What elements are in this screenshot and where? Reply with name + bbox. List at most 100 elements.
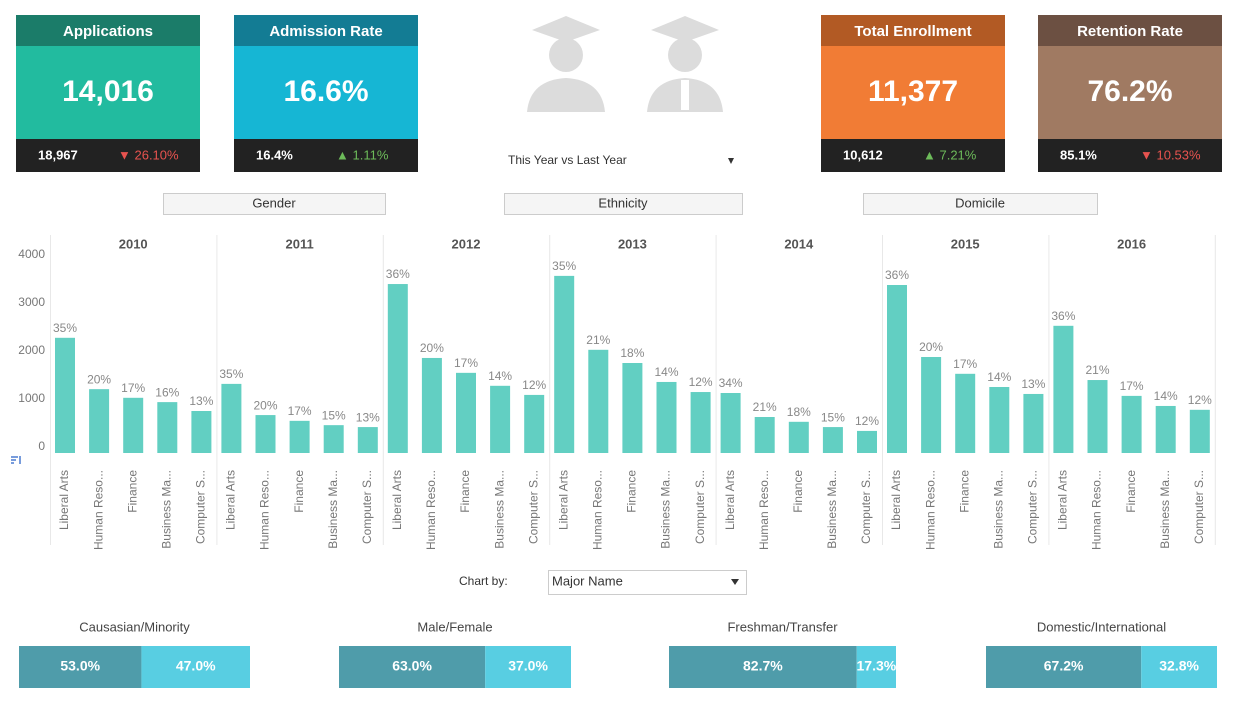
panel-title: 2012 [452,236,481,251]
split-title: Male/Female [417,619,492,634]
bar [1053,325,1074,453]
data-label: 34% [719,376,743,390]
panel-title: 2015 [951,236,980,251]
tab-label[interactable]: Ethnicity [598,195,648,210]
period-select[interactable]: This Year vs Last Year [508,153,627,167]
kpi-footer [234,139,418,172]
data-label: 20% [87,372,111,386]
tab-label[interactable]: Gender [252,195,296,210]
bar [157,402,178,453]
bar [554,275,575,453]
bar [656,381,677,453]
kpi-title: Applications [63,23,153,40]
split-label: 37.0% [508,658,548,674]
bar [221,383,242,453]
x-tick-label: Business Ma... [659,470,673,549]
data-label: 20% [253,398,277,412]
split-label: 47.0% [176,658,216,674]
bar [421,357,442,453]
tab[interactable] [863,193,1098,215]
data-label: 21% [1085,363,1109,377]
x-tick-label: Business Ma... [1158,470,1172,549]
tab-label[interactable]: Domicile [955,195,1005,210]
bar [989,387,1010,453]
bar [921,357,942,453]
x-tick-label: Computer S... [1026,470,1040,544]
x-tick-label: Business Ma... [492,470,506,549]
tab[interactable] [504,193,743,215]
split-segment [141,646,250,688]
kpi-previous: 85.1% [1060,147,1097,162]
data-label: 36% [885,268,909,282]
icon [527,78,605,112]
y-tick-label: 3000 [18,295,45,309]
data-label: 17% [953,357,977,371]
x-tick-label: Liberal Arts [1056,470,1070,530]
kpi-value: 16.6% [283,75,368,108]
data-label: 17% [454,356,478,370]
bar [622,363,643,453]
kpi-change: ▼ 26.10% [118,147,179,162]
x-tick-label: Finance [458,470,472,513]
bar [289,420,310,453]
data-label: 12% [855,414,879,428]
data-label: 15% [821,410,845,424]
data-label: 20% [919,340,943,354]
bar [588,349,609,453]
data-label: 35% [552,259,576,273]
x-tick-label: Computer S... [693,470,707,544]
x-tick-label: Liberal Arts [390,470,404,530]
icon [668,38,702,72]
kpi-previous: 10,612 [843,147,883,162]
split-title: Freshman/Transfer [727,619,838,634]
data-label: 12% [689,375,713,389]
data-label: 36% [1051,309,1075,323]
tab[interactable] [163,193,386,215]
chart-by-value[interactable]: Major Name [552,573,623,588]
kpi-footer [1038,139,1222,172]
split-label: 67.2% [1044,658,1084,674]
x-tick-label: Business Ma... [991,470,1005,549]
chart-by-label: Chart by: [459,574,508,588]
kpi-change: ▲ 7.21% [923,147,977,162]
bar [1189,409,1210,453]
data-label: 12% [1188,393,1212,407]
data-label: 14% [654,365,678,379]
icon [549,38,583,72]
data-label: 13% [189,394,213,408]
data-label: 17% [1120,379,1144,393]
kpi-footer [821,139,1005,172]
panel-title: 2013 [618,236,647,251]
x-tick-label: Liberal Arts [57,470,71,530]
kpi-header [1038,15,1222,46]
sort-icon [11,456,21,464]
x-tick-label: Finance [292,470,306,513]
bar [720,393,741,453]
kpi-value: 11,377 [868,75,958,108]
kpi-body [1038,46,1222,139]
data-label: 14% [1154,389,1178,403]
kpi-previous: 18,967 [38,147,78,162]
data-label: 15% [322,408,346,422]
bar [788,421,809,453]
kpi-change: ▼ 10.53% [1140,147,1201,162]
bar [357,427,378,453]
panel-title: 2010 [119,236,148,251]
bar [754,417,775,453]
data-label: 21% [753,400,777,414]
split-label: 82.7% [743,658,783,674]
bar [1023,393,1044,453]
split-segment [1141,646,1217,688]
x-tick-label: Computer S... [526,470,540,544]
chart-by-select[interactable] [548,570,747,595]
bar [524,394,545,453]
bar [690,392,711,453]
split-segment [485,646,571,688]
x-tick-label: Liberal Arts [224,470,238,530]
data-label: 35% [53,321,77,335]
data-label: 14% [987,370,1011,384]
bar [955,373,976,453]
icon [651,16,719,42]
panel-title: 2014 [784,236,814,251]
x-tick-label: Human Reso... [757,470,771,550]
